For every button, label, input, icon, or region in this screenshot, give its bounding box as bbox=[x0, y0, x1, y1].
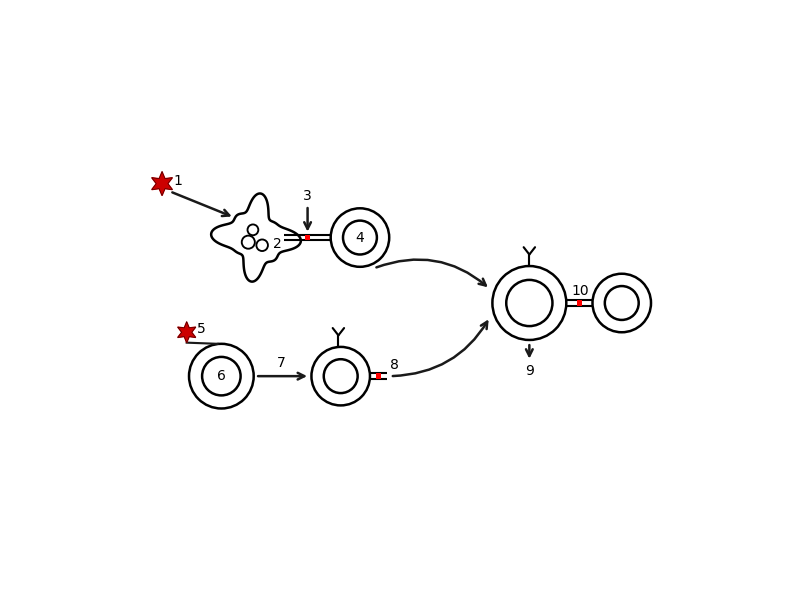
Circle shape bbox=[189, 344, 254, 409]
Text: 6: 6 bbox=[217, 369, 226, 383]
FancyBboxPatch shape bbox=[375, 373, 382, 379]
Text: 4: 4 bbox=[355, 230, 364, 245]
Circle shape bbox=[311, 347, 370, 406]
Text: 10: 10 bbox=[571, 284, 589, 298]
Circle shape bbox=[330, 208, 390, 267]
Circle shape bbox=[492, 266, 566, 340]
Circle shape bbox=[202, 357, 241, 395]
Polygon shape bbox=[152, 172, 172, 196]
Circle shape bbox=[343, 221, 377, 254]
Text: 2: 2 bbox=[273, 237, 282, 251]
FancyBboxPatch shape bbox=[577, 300, 582, 306]
Text: 3: 3 bbox=[303, 189, 312, 203]
FancyBboxPatch shape bbox=[305, 235, 310, 241]
Text: 8: 8 bbox=[390, 358, 399, 373]
Text: 9: 9 bbox=[525, 364, 534, 378]
Polygon shape bbox=[211, 193, 301, 281]
Text: 5: 5 bbox=[197, 322, 206, 336]
Polygon shape bbox=[178, 322, 196, 343]
Circle shape bbox=[506, 280, 553, 326]
Text: 1: 1 bbox=[173, 173, 182, 188]
Circle shape bbox=[593, 274, 651, 332]
Text: 7: 7 bbox=[277, 356, 286, 370]
Circle shape bbox=[324, 359, 358, 393]
Circle shape bbox=[605, 286, 638, 320]
